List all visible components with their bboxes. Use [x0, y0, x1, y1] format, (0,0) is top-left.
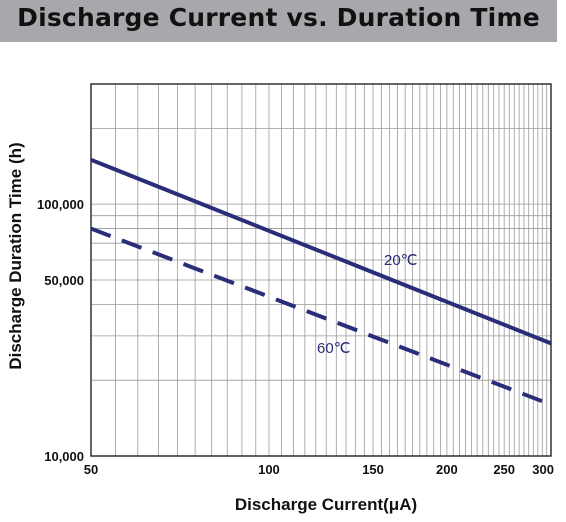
y-tick-label: 50,000	[44, 273, 84, 288]
x-axis-title: Discharge Current(μA)	[235, 495, 417, 514]
tick-labels: 50 100 150 200 250 300 10,000 50,000 100,000	[37, 197, 554, 477]
x-tick-label: 200	[436, 462, 458, 477]
plot-frame	[90, 83, 552, 457]
series-line-20c	[90, 157, 552, 346]
grid-lines	[90, 83, 552, 457]
x-tick-label: 150	[362, 462, 384, 477]
series-line-60c	[90, 226, 552, 407]
series-label-20c: 20℃	[384, 252, 418, 269]
title-banner: Discharge Current vs. Duration Time	[0, 0, 557, 42]
x-tick-label: 300	[532, 462, 554, 477]
y-tick-label: 10,000	[44, 449, 84, 464]
series-lines: 20℃ 60℃	[90, 157, 552, 407]
x-tick-label: 50	[84, 462, 98, 477]
x-tick-label: 250	[493, 462, 515, 477]
page-title: Discharge Current vs. Duration Time	[17, 3, 540, 32]
y-tick-label: 100,000	[37, 197, 84, 212]
series-label-60c: 60℃	[317, 340, 351, 357]
y-axis-title: Discharge Duration Time (h)	[6, 142, 25, 369]
x-tick-label: 100	[258, 462, 280, 477]
